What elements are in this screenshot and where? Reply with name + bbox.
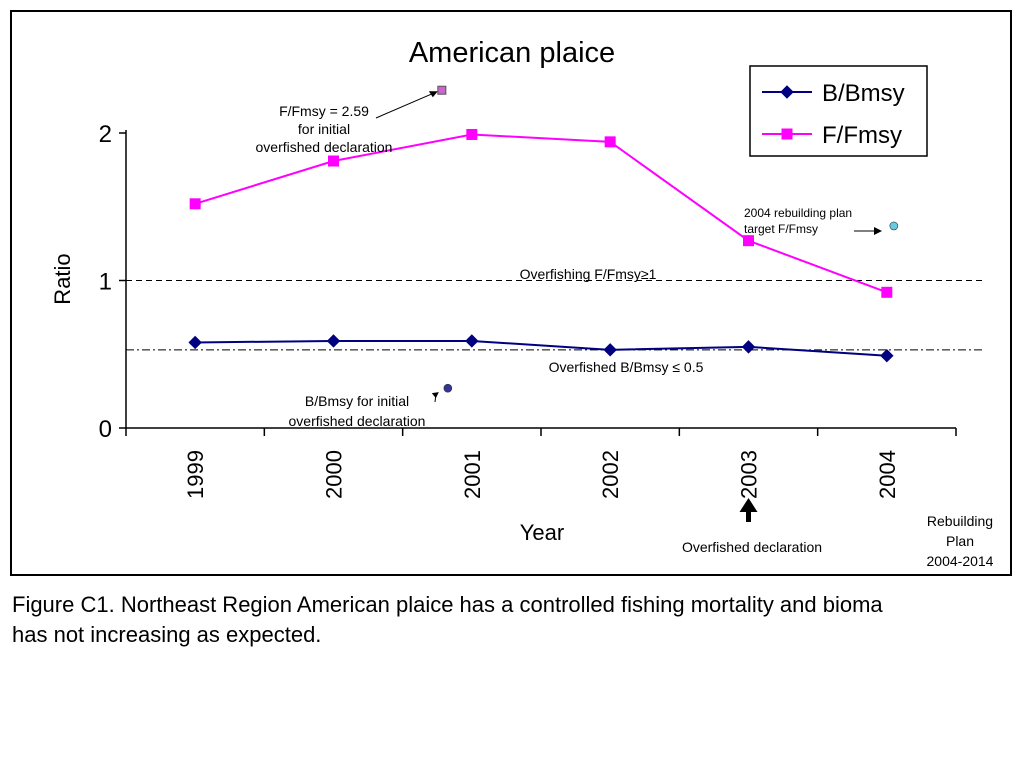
special-point-label-2: B/Bmsy for initial bbox=[305, 393, 409, 409]
special-point-label-2: overfished declaration bbox=[289, 413, 426, 429]
legend-label: B/Bmsy bbox=[822, 80, 905, 107]
x-tick-label: 2001 bbox=[460, 450, 485, 499]
y-axis-label: Ratio bbox=[50, 253, 75, 304]
data-point-b-bmsy bbox=[741, 340, 756, 354]
special-point-label-1: overfished declaration bbox=[256, 139, 393, 155]
special-point-target-ffmsy bbox=[889, 221, 899, 231]
arrow-head-2 bbox=[431, 392, 439, 399]
x-tick-label: 2002 bbox=[598, 450, 623, 499]
data-point-f-fmsy bbox=[466, 128, 478, 140]
rebuilding-plan-label: 2004-2014 bbox=[927, 553, 994, 569]
special-point-label-3: 2004 rebuilding plan bbox=[744, 206, 852, 220]
special-point-initial-bbmsy bbox=[443, 383, 453, 393]
arrow-head-3 bbox=[874, 227, 882, 235]
legend-box bbox=[749, 65, 928, 157]
x-axis-label: Year bbox=[520, 520, 564, 545]
data-point-f-fmsy bbox=[881, 286, 893, 298]
rebuilding-plan-label: Plan bbox=[946, 533, 974, 549]
data-point-f-fmsy bbox=[743, 235, 754, 247]
reference-line-label-1: Overfishing F/Fmsy≥1 bbox=[520, 266, 657, 282]
chart-svg: American plaice Overfishing F/Fmsy≥1 Overf… bbox=[50, 37, 994, 569]
reference-line-label-2: Overfished B/Bmsy ≤ 0.5 bbox=[549, 359, 704, 375]
figure-caption: Figure C1. Northeast Region American pla… bbox=[12, 590, 1022, 650]
legend-marker bbox=[781, 128, 793, 140]
legend-marker bbox=[780, 85, 794, 99]
annotation-arrow-1 bbox=[375, 91, 437, 119]
chart-frame: American plaice Overfishing F/Fmsy≥1 Overf… bbox=[10, 10, 1012, 576]
x-tick-label: 2004 bbox=[875, 450, 900, 499]
series-line-b-bmsy bbox=[195, 339, 887, 357]
chart-title: American plaice bbox=[409, 37, 615, 69]
legend-label: F/Fmsy bbox=[822, 122, 902, 149]
data-point-b-bmsy bbox=[188, 335, 202, 350]
data-point-b-bmsy bbox=[603, 343, 617, 357]
x-tick-label: 2000 bbox=[322, 450, 347, 499]
data-point-b-bmsy bbox=[465, 334, 479, 348]
series-line-f-fmsy bbox=[194, 133, 888, 294]
caption-line-1: Figure C1. Northeast Region American pla… bbox=[12, 592, 883, 617]
special-point-initial-ffmsy bbox=[437, 85, 447, 95]
special-point-label-3: target F/Fmsy bbox=[744, 222, 818, 236]
data-point-f-fmsy bbox=[328, 155, 339, 167]
data-point-b-bmsy bbox=[880, 349, 894, 363]
data-point-b-bmsy bbox=[326, 334, 341, 348]
y-tick-label: 2 bbox=[99, 121, 112, 148]
arrow-head-1 bbox=[428, 91, 438, 98]
y-tick-label: 1 bbox=[99, 269, 112, 296]
x-tick-label: 2003 bbox=[737, 450, 762, 499]
data-point-f-fmsy bbox=[604, 136, 616, 148]
y-tick-label: 0 bbox=[99, 416, 112, 443]
overfished-declaration-label: Overfished declaration bbox=[682, 539, 822, 555]
caption-line-2: has not increasing as expected. bbox=[12, 622, 322, 647]
declaration-arrow-shaft bbox=[746, 510, 751, 522]
rebuilding-plan-label: Rebuilding bbox=[927, 513, 993, 529]
data-point-f-fmsy bbox=[189, 198, 201, 210]
declaration-arrow-head bbox=[739, 498, 758, 512]
x-tick-label: 1999 bbox=[183, 450, 208, 499]
special-point-label-1: for initial bbox=[298, 121, 350, 137]
special-point-label-1: F/Fmsy = 2.59 bbox=[279, 103, 369, 119]
